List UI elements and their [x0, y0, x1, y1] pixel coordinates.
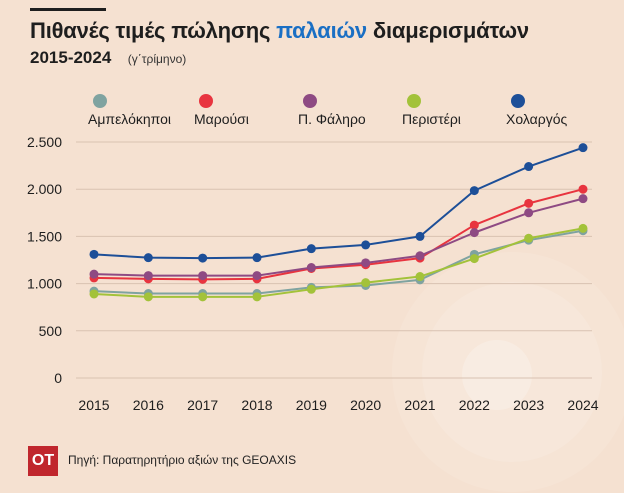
- series-line: [93, 227, 584, 298]
- series-αμπελόκηποι: [89, 226, 588, 299]
- y-tick-label: 2.500: [27, 134, 62, 150]
- data-point-2018: [252, 271, 262, 281]
- data-point-2015: [89, 269, 99, 279]
- legend-marker: [407, 94, 421, 108]
- data-point-2023: [524, 162, 534, 172]
- data-point-2020: [361, 278, 371, 288]
- chart-title: Πιθανές τιμές πώλησης παλαιών διαμερισμά…: [30, 18, 529, 44]
- x-axis: 2015 2016 2017 2018 2019 2020 2021 2022 2023 2024: [78, 397, 598, 413]
- data-point-2019: [306, 263, 316, 273]
- series-μαρούσι: [89, 184, 588, 284]
- chart-period-note: (γ΄τρίμηνο): [127, 52, 187, 66]
- y-axis: 0 500 1.000 1.500 2.000 2.500: [27, 134, 62, 386]
- legend-label: Μαρούσι: [194, 111, 249, 127]
- y-tick-label: 500: [39, 323, 63, 339]
- legend-label: Χολαργός: [506, 111, 567, 127]
- series-περιστέρι: [89, 223, 588, 302]
- legend-marker: [93, 94, 107, 108]
- top-rule: [30, 8, 106, 11]
- series-line: [93, 188, 584, 281]
- title-part-2: διαμερισμάτων: [366, 18, 529, 43]
- data-point-2022: [469, 254, 479, 264]
- series-χολαργός: [89, 143, 588, 263]
- data-point-2021: [415, 272, 425, 282]
- x-tick-label-2022: 2022: [459, 397, 490, 413]
- data-point-2024: [578, 143, 588, 153]
- data-point-2024: [578, 184, 588, 194]
- legend-label: Περιστέρι: [402, 111, 461, 127]
- publisher-logo: OT: [28, 446, 58, 476]
- legend-item-περιστέρι: Περιστέρι: [402, 94, 461, 127]
- chart-series: [89, 143, 588, 302]
- data-point-2019: [306, 284, 316, 294]
- data-point-2022: [469, 186, 479, 196]
- chart-grid: [76, 141, 592, 379]
- data-point-2024: [578, 194, 588, 204]
- legend-item-μαρούσι: Μαρούσι: [194, 94, 249, 127]
- legend-marker: [303, 94, 317, 108]
- title-part-1: Πιθανές τιμές πώλησης: [30, 18, 277, 43]
- x-tick-label-2015: 2015: [78, 397, 109, 413]
- x-tick-label-2021: 2021: [404, 397, 435, 413]
- y-tick-label: 2.000: [27, 181, 62, 197]
- legend-marker: [199, 94, 213, 108]
- series-line: [93, 197, 584, 277]
- x-tick-label-2016: 2016: [133, 397, 164, 413]
- legend-label: Αμπελόκηποι: [88, 111, 171, 127]
- data-point-2019: [306, 244, 316, 254]
- x-tick-label-2018: 2018: [241, 397, 272, 413]
- legend-item-αμπελόκηποι: Αμπελόκηποι: [88, 94, 171, 127]
- x-tick-label-2024: 2024: [567, 397, 598, 413]
- data-point-2022: [469, 220, 479, 230]
- chart-subtitle: 2015-2024: [30, 48, 112, 67]
- data-point-2020: [361, 258, 371, 268]
- data-point-2021: [415, 251, 425, 261]
- y-tick-label: 1.500: [27, 228, 62, 244]
- data-point-2015: [89, 249, 99, 259]
- x-tick-label-2019: 2019: [296, 397, 327, 413]
- series-line: [93, 146, 584, 260]
- data-point-2020: [361, 240, 371, 250]
- legend-marker: [511, 94, 525, 108]
- source-note: Πηγή: Παρατηρητήριο αξιών της GEOAXIS: [68, 453, 297, 467]
- subtitle-row: 2015-2024 (γ΄τρίμηνο): [30, 48, 186, 68]
- data-point-2016: [143, 271, 153, 281]
- data-point-2017: [198, 253, 208, 263]
- data-point-2023: [524, 208, 534, 218]
- x-tick-label-2023: 2023: [513, 397, 544, 413]
- data-point-2015: [89, 289, 99, 299]
- data-point-2023: [524, 233, 534, 243]
- data-point-2016: [143, 253, 153, 263]
- chart-legend: Αμπελόκηποι Μαρούσι Π. Φάληρο Περιστέρι Χολα…: [88, 94, 567, 127]
- data-point-2021: [415, 231, 425, 241]
- data-point-2023: [524, 198, 534, 208]
- legend-item-π-φάληρο: Π. Φάληρο: [298, 94, 366, 127]
- legend-label: Π. Φάληρο: [298, 111, 366, 127]
- data-point-2017: [198, 271, 208, 281]
- y-tick-label: 0: [54, 370, 62, 386]
- data-point-2022: [469, 228, 479, 238]
- y-tick-label: 1.000: [27, 276, 62, 292]
- legend-item-χολαργός: Χολαργός: [506, 94, 567, 127]
- title-highlight: παλαιών: [276, 18, 367, 43]
- x-tick-label-2017: 2017: [187, 397, 218, 413]
- data-point-2024: [578, 223, 588, 233]
- line-chart: Αμπελόκηποι Μαρούσι Π. Φάληρο Περιστέρι Χολα…: [27, 94, 599, 413]
- x-tick-label-2020: 2020: [350, 397, 381, 413]
- data-point-2016: [143, 292, 153, 302]
- data-point-2017: [198, 292, 208, 302]
- data-point-2018: [252, 253, 262, 263]
- data-point-2018: [252, 292, 262, 302]
- series-π-φάληρο: [89, 194, 588, 281]
